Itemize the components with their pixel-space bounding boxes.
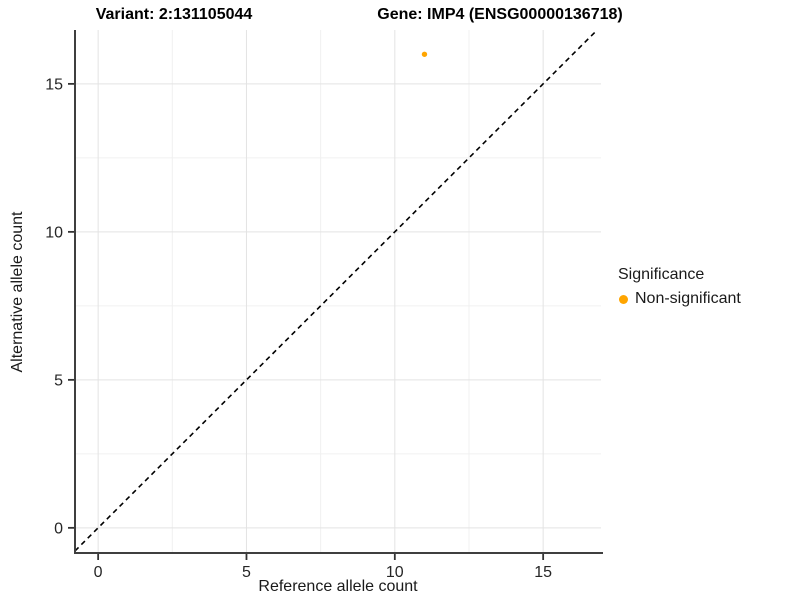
tick-marks bbox=[68, 82, 545, 560]
y-tick-label: 10 bbox=[45, 224, 63, 241]
x-tick-label: 15 bbox=[534, 564, 552, 581]
y-tick-label: 15 bbox=[45, 76, 63, 93]
data-points bbox=[421, 51, 428, 57]
legend-item: Non-significant bbox=[615, 290, 741, 308]
x-tick-label: 10 bbox=[386, 564, 404, 581]
tick-labels: 0 5 10 15 0 5 10 15 bbox=[45, 76, 552, 581]
y-axis-title: Alternative allele count bbox=[9, 211, 26, 373]
y-tick-label: 5 bbox=[54, 372, 63, 389]
x-tick-label: 0 bbox=[94, 564, 103, 581]
y-tick-label: 0 bbox=[54, 520, 63, 537]
major-gridlines bbox=[75, 30, 601, 553]
gene-title: Gene: IMP4 (ENSG00000136718) bbox=[377, 6, 623, 23]
minor-gridlines bbox=[75, 30, 601, 553]
non-significant-point-icon bbox=[619, 294, 628, 304]
data-point bbox=[421, 51, 428, 57]
legend: Significance Non-significant bbox=[615, 266, 741, 308]
variant-title: Variant: 2:131105044 bbox=[95, 6, 253, 23]
identity-reference-line bbox=[74, 29, 598, 552]
legend-item-label: Non-significant bbox=[635, 290, 741, 307]
x-axis-title: Reference allele count bbox=[258, 578, 418, 595]
x-tick-label: 5 bbox=[242, 564, 251, 581]
legend-title: Significance bbox=[618, 266, 705, 283]
